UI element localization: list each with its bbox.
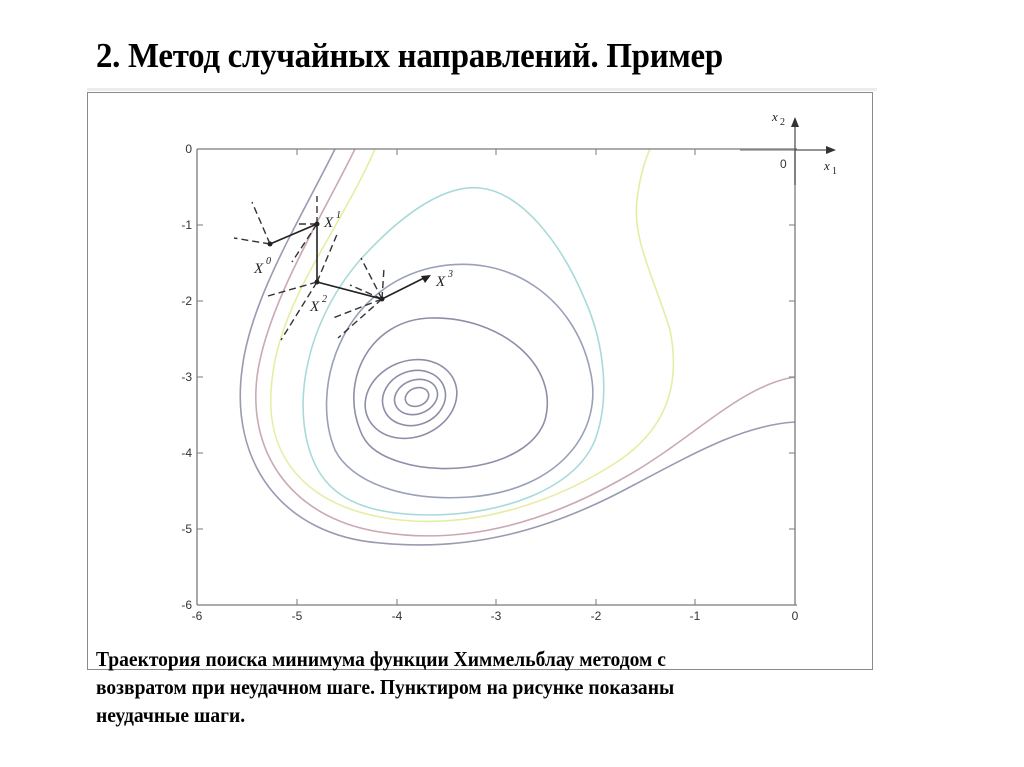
x-tick-label: -3 xyxy=(491,609,502,623)
slide-title: 2. Метод случайных направлений. Пример xyxy=(96,36,723,75)
x2-subscript: 2 xyxy=(780,117,785,128)
axis-ticks xyxy=(197,149,795,605)
trajectory-points xyxy=(267,221,385,302)
arrow-right-icon xyxy=(826,146,836,154)
x1-label: x xyxy=(823,158,830,173)
y-tick-label: -4 xyxy=(181,446,192,460)
point-x2 xyxy=(314,279,320,285)
y-tick-label: -6 xyxy=(181,598,192,612)
contour-pink xyxy=(255,148,796,537)
arrow-up-icon xyxy=(791,117,799,127)
y-tick-label: 0 xyxy=(185,142,192,156)
contour-ring-4 xyxy=(364,358,458,440)
point-x1 xyxy=(314,221,320,227)
contour-ring-2 xyxy=(393,378,439,416)
contour-yellow xyxy=(270,148,675,523)
x1-subscript: 1 xyxy=(832,166,837,177)
y-tick-labels: 0 -1 -2 -3 -4 -5 -6 xyxy=(181,142,192,612)
contour-ring-1 xyxy=(404,386,430,408)
x-tick-label: -1 xyxy=(690,609,701,623)
y-tick-label: -3 xyxy=(181,370,192,384)
x-tick-labels: -6 -5 -4 -3 -2 -1 0 xyxy=(192,609,799,623)
label-x1-sup: 1 xyxy=(336,210,341,221)
label-x3-sup: 3 xyxy=(447,269,453,280)
figure-caption: Траектория поиска минимума функции Химме… xyxy=(96,645,840,729)
origin-label: 0 xyxy=(780,157,787,171)
figure-top-shadow xyxy=(87,88,877,91)
y-tick-label: -2 xyxy=(181,294,192,308)
label-x0-sup: 0 xyxy=(266,256,271,267)
x-tick-label: -2 xyxy=(591,609,602,623)
caption-line: возвратом при неудачном шаге. Пунктиром … xyxy=(96,675,675,699)
y-tick-label: -5 xyxy=(181,522,192,536)
x-tick-label: -5 xyxy=(292,609,303,623)
x2-label: x xyxy=(771,109,778,124)
failed-steps xyxy=(233,196,385,341)
contour-cyan xyxy=(302,186,605,516)
caption-line: неудачные шаги. xyxy=(96,703,246,727)
label-x2-sup: 2 xyxy=(322,294,327,305)
x-tick-label: 0 xyxy=(792,609,799,623)
caption-line: Траектория поиска минимума функции Химме… xyxy=(96,647,666,671)
contour-lines xyxy=(239,148,796,546)
label-x0: X xyxy=(253,261,264,277)
x-tick-label: -4 xyxy=(392,609,403,623)
trajectory-arrow-icon xyxy=(421,275,431,283)
contour-ring-3 xyxy=(381,369,447,427)
contour-ring-5 xyxy=(353,317,548,470)
y-tick-label: -1 xyxy=(181,218,192,232)
label-x1: X xyxy=(323,215,334,231)
orientation-inset: 0 x 1 x 2 xyxy=(740,109,837,185)
contour-ring-6 xyxy=(325,263,594,499)
search-trajectory xyxy=(269,222,427,300)
label-x2: X xyxy=(309,299,320,315)
point-labels: X 0 X 1 X 2 X 3 xyxy=(253,210,453,315)
x-tick-label: -6 xyxy=(192,609,203,623)
contour-outer xyxy=(239,148,796,546)
point-x0 xyxy=(267,241,273,247)
label-x3: X xyxy=(435,274,446,290)
point-intermediate xyxy=(379,296,385,302)
